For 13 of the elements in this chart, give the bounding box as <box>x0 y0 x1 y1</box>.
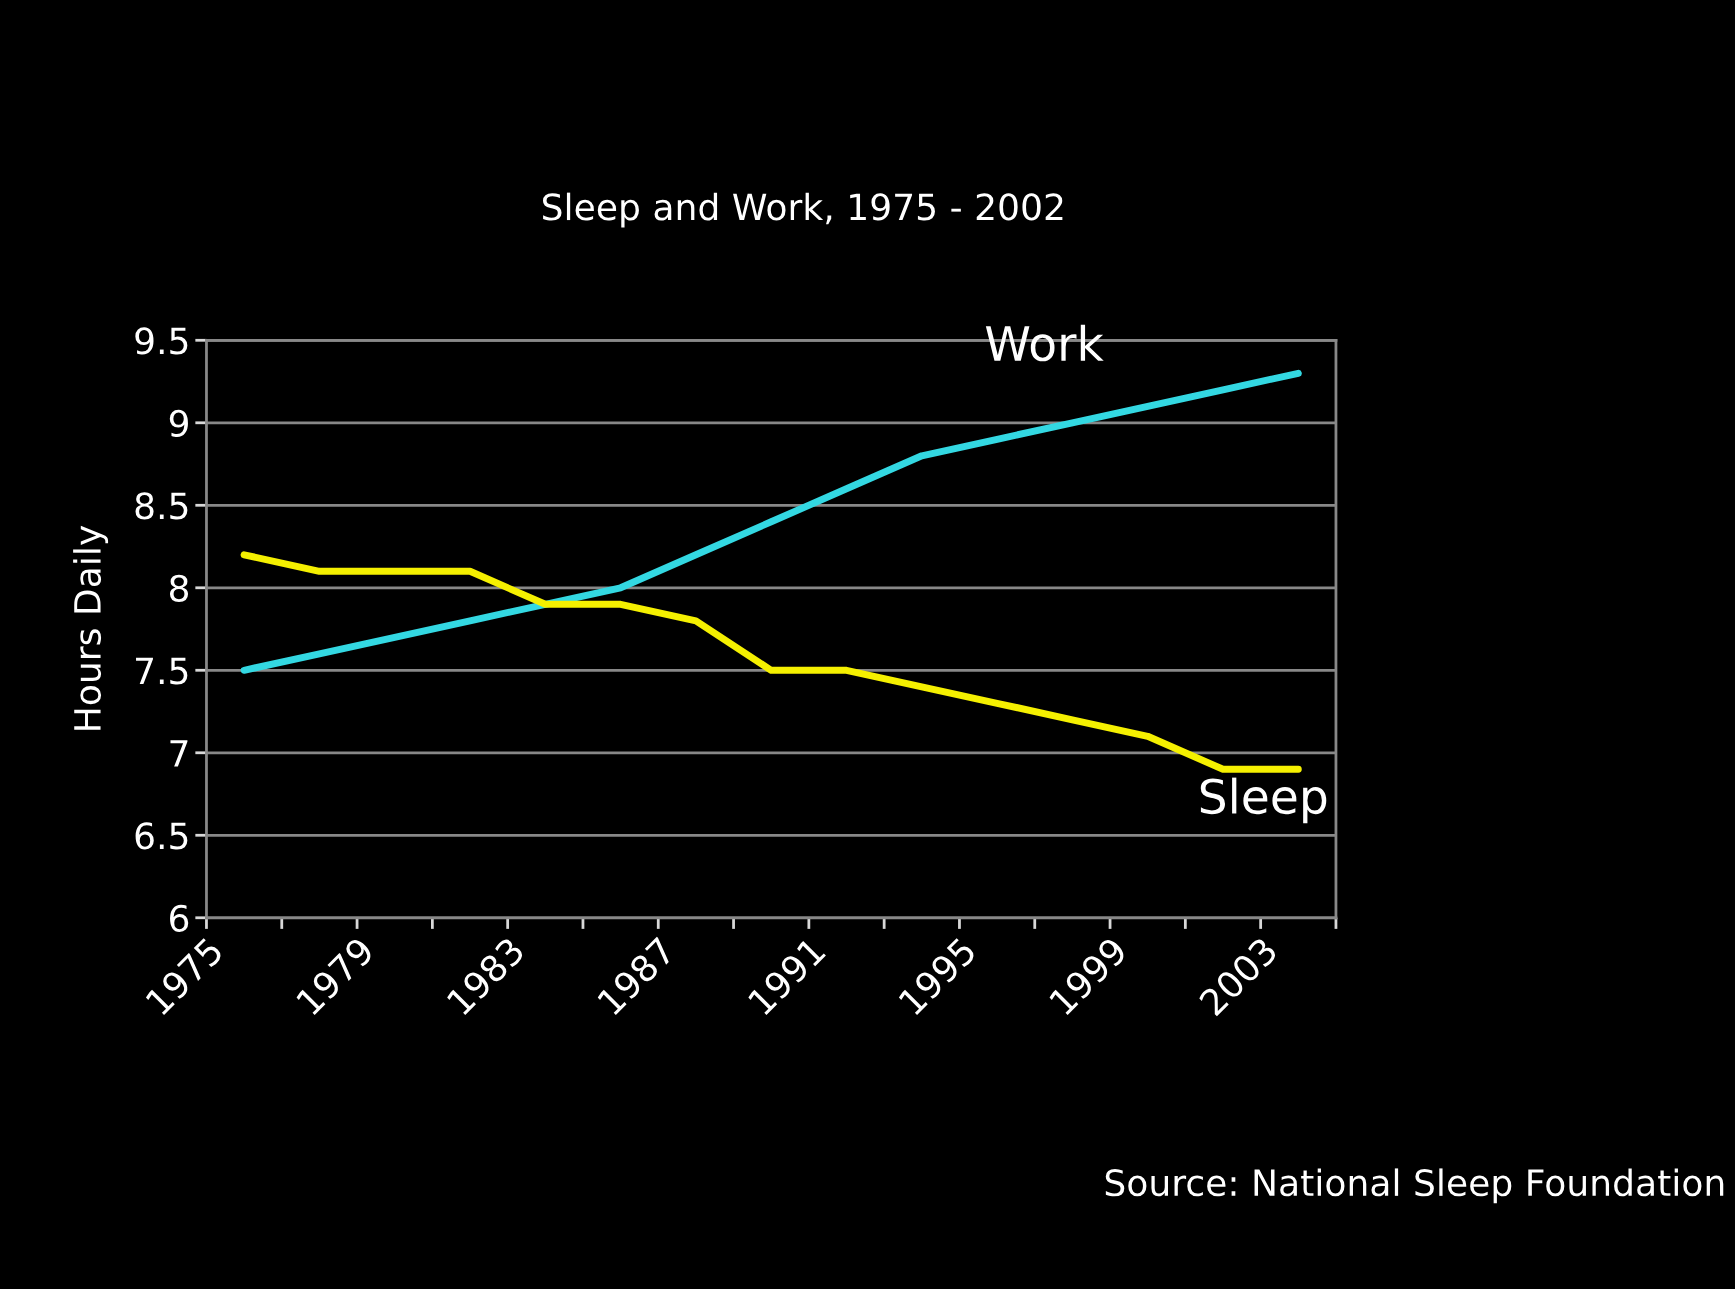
series-label: Work <box>985 324 1104 362</box>
source-note: Source: National Sleep Foundation <box>1105 1168 1724 1204</box>
y-tick-label: 8.5 <box>135 492 188 520</box>
y-tick-label: 6.5 <box>135 822 188 850</box>
chart-title: Sleep and Work, 1975 - 2002 <box>542 192 1063 228</box>
y-tick-label: 9.5 <box>135 327 188 355</box>
y-tick-label: 7.5 <box>136 657 188 685</box>
y-tick-label: 6 <box>170 904 189 932</box>
series-label: Sleep <box>1200 777 1327 824</box>
y-tick-label: 8 <box>169 574 189 603</box>
y-axis-title: Hours Daily <box>73 525 109 730</box>
y-tick-label: 9 <box>169 409 188 438</box>
y-tick-label: 7 <box>170 740 188 767</box>
